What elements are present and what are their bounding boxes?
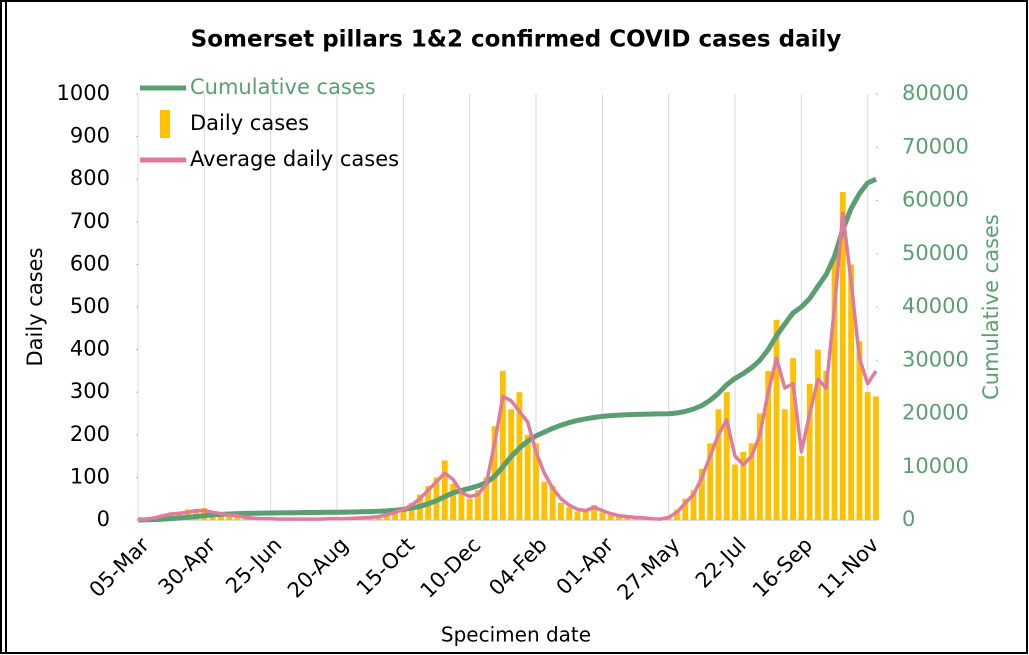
y-tick-label: 1000 — [57, 81, 110, 105]
y-tick-label: 800 — [70, 166, 110, 190]
bar — [607, 514, 614, 520]
legend-label: Daily cases — [190, 111, 309, 135]
bar — [748, 443, 755, 520]
bar — [715, 409, 722, 520]
bar — [541, 481, 548, 520]
bar — [873, 396, 879, 520]
bar — [781, 409, 788, 520]
y2-tick-label: 50000 — [902, 241, 969, 265]
bar — [441, 460, 448, 520]
bar — [790, 358, 796, 520]
y-axis-title: Daily cases — [23, 247, 47, 366]
legend-swatch — [160, 110, 170, 138]
bar — [864, 392, 871, 520]
bar — [499, 370, 506, 520]
legend-label: Average daily cases — [190, 147, 399, 171]
y-tick-label: 900 — [70, 124, 110, 148]
y2-axis-title: Cumulative cases — [979, 214, 1003, 400]
bar — [848, 264, 855, 520]
bar — [582, 509, 589, 520]
y-tick-label: 400 — [70, 337, 110, 361]
y2-tick-label: 30000 — [902, 347, 969, 371]
bar — [682, 498, 689, 520]
chart-title: Somerset pillars 1&2 confirmed COVID cas… — [191, 27, 842, 53]
bar — [466, 498, 473, 520]
bar — [566, 507, 573, 520]
bar — [533, 443, 539, 520]
y-tick-label: 700 — [70, 209, 110, 233]
bar — [524, 434, 531, 520]
bar — [740, 451, 747, 520]
bar — [549, 485, 556, 520]
y-tick-label: 300 — [70, 379, 110, 403]
bar — [475, 490, 481, 520]
bar — [599, 512, 606, 520]
bar — [408, 502, 415, 520]
bar — [674, 509, 680, 520]
bar — [591, 505, 597, 520]
bar — [707, 443, 714, 520]
bar — [757, 413, 763, 520]
line — [137, 176, 878, 523]
bar — [698, 468, 705, 520]
bar — [458, 490, 465, 520]
bar — [839, 191, 846, 521]
legend-label: Cumulative cases — [190, 75, 376, 99]
bar — [516, 392, 523, 520]
bar — [773, 319, 780, 520]
bar — [856, 341, 863, 520]
bar — [690, 490, 697, 520]
bar — [508, 409, 515, 520]
y2-tick-label: 20000 — [902, 401, 969, 425]
bar — [798, 456, 805, 520]
y2-tick-label: 0 — [902, 507, 915, 531]
bar — [806, 383, 813, 520]
bar — [400, 507, 407, 520]
bar — [723, 392, 730, 520]
bar — [732, 464, 738, 520]
x-axis-title: Specimen date — [441, 623, 591, 647]
bar — [616, 516, 622, 520]
y2-tick-label: 40000 — [902, 294, 969, 318]
y2-tick-label: 80000 — [902, 81, 969, 105]
y-tick-label: 200 — [70, 422, 110, 446]
bar — [765, 370, 772, 520]
bar — [557, 502, 564, 520]
bar — [184, 509, 191, 520]
y-tick-label: 600 — [70, 251, 110, 275]
y-tick-label: 500 — [70, 294, 110, 318]
bar — [483, 477, 490, 520]
bar — [831, 255, 838, 520]
bar — [450, 483, 457, 520]
bar — [226, 515, 233, 520]
y-tick-label: 100 — [70, 464, 110, 488]
y-tick-label: 0 — [97, 507, 110, 531]
y2-tick-label: 10000 — [902, 454, 969, 478]
bar — [392, 511, 398, 520]
bar — [815, 349, 821, 520]
bar — [823, 370, 830, 520]
y2-tick-label: 60000 — [902, 188, 969, 212]
line — [137, 211, 878, 522]
y2-tick-label: 70000 — [902, 134, 969, 158]
bar — [383, 513, 390, 520]
bar — [574, 511, 581, 520]
